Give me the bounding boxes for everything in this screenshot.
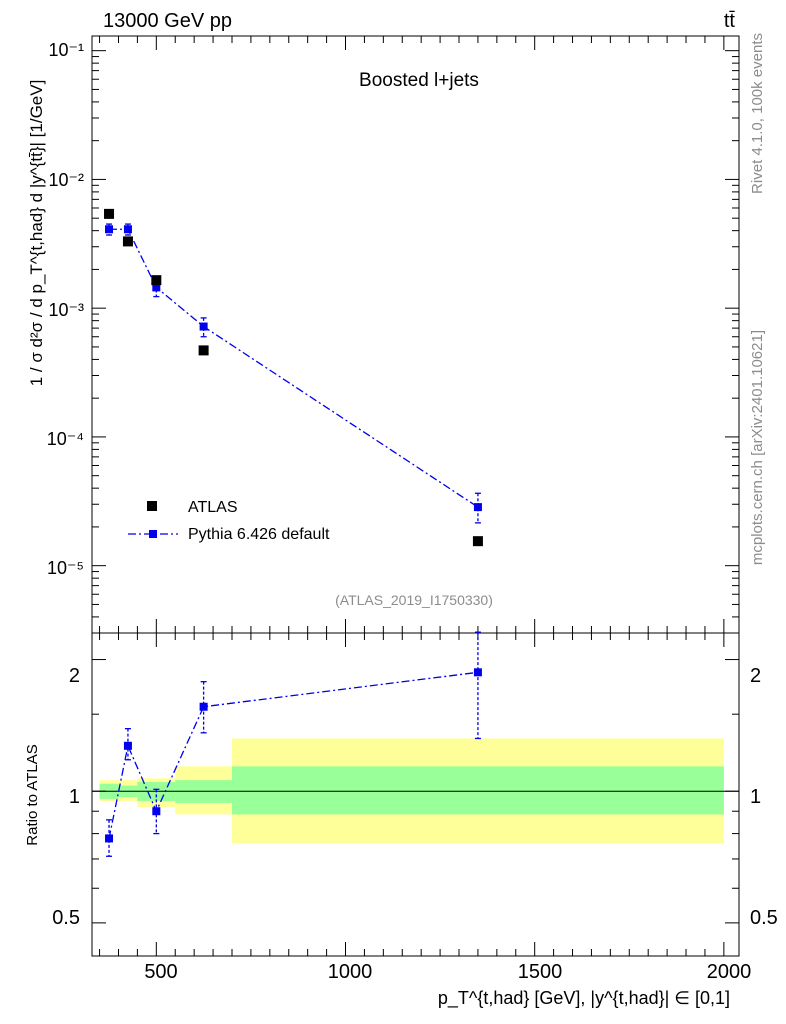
source-label: mcplots.cern.ch [arXiv:2401.10621]	[749, 330, 766, 565]
ratio-uncertainty-bands	[92, 738, 739, 844]
y-axis-title-main: 1 / σ d²σ / d p_T^{t,had} d |y^{tt̄}| [1…	[27, 80, 46, 387]
ratio-point	[123, 741, 132, 750]
atlas-point	[151, 275, 162, 286]
legend-atlas-label: ATLAS	[188, 499, 238, 516]
main-plot-data	[104, 208, 483, 547]
ratio-point	[152, 807, 161, 816]
x-tick-label-1000: 1000	[328, 961, 373, 983]
rivet-version-label: Rivet 4.1.0, 100k events	[749, 33, 766, 194]
legend-pythia-marker	[149, 530, 157, 538]
y-axis-title-ratio: Ratio to ATLAS	[24, 744, 41, 845]
ratio-tick-label-0.5: 0.5	[52, 907, 80, 929]
legend-atlas-marker	[147, 501, 157, 511]
pythia-point	[152, 283, 161, 292]
atlas-point	[472, 536, 483, 547]
main-tick-label-1e-2: 10⁻²	[48, 170, 84, 190]
x-axis-ticks	[99, 36, 725, 956]
atlas-point	[198, 345, 209, 356]
x-tick-label-1500: 1500	[518, 961, 563, 983]
process-label: tt̄	[724, 10, 736, 32]
atlas-point	[104, 208, 115, 219]
ratio-plot-data	[105, 631, 482, 857]
main-axis-ticks	[92, 50, 739, 634]
main-tick-label-1e-4: 10⁻⁴	[47, 429, 84, 449]
ratio-point	[105, 834, 114, 843]
analysis-title: Boosted l+jets	[359, 70, 479, 91]
legend-pythia-label: Pythia 6.426 default	[188, 526, 330, 543]
ratio-tick-label-1: 1	[69, 786, 80, 808]
x-axis-title: p_T^{t,had} [GeV], |y^{t,had}| ∈ [0,1]	[438, 988, 730, 1009]
x-tick-label-2000: 2000	[707, 961, 752, 983]
ratio-tick-label-0.5-right: 0.5	[750, 907, 778, 929]
ratio-tick-label-2: 2	[69, 665, 80, 687]
pythia-point	[199, 322, 208, 331]
ratio-band-inner	[231, 766, 724, 815]
ratio-tick-label-2-right: 2	[750, 665, 761, 687]
ratio-point	[473, 668, 482, 677]
ratio-point	[199, 702, 208, 711]
atlas-point	[122, 236, 133, 247]
analysis-id: (ATLAS_2019_I1750330)	[335, 592, 493, 608]
main-tick-label-1e-5: 10⁻⁵	[47, 558, 84, 578]
pythia-point	[473, 503, 482, 512]
ratio-axis-ticks	[92, 659, 739, 924]
main-plot-frame	[91, 35, 740, 634]
main-tick-label-1e-1: 10⁻¹	[48, 40, 84, 60]
x-tick-label-500: 500	[144, 961, 177, 983]
legend: ATLAS Pythia 6.426 default	[128, 499, 330, 543]
main-tick-label-1e-3: 10⁻³	[48, 300, 84, 320]
energy-label: 13000 GeV pp	[103, 10, 232, 32]
pythia-line	[109, 228, 479, 508]
pythia-point	[123, 225, 132, 234]
pythia-point	[105, 225, 114, 234]
ratio-tick-label-1-right: 1	[750, 786, 761, 808]
ratio-plot-frame	[91, 632, 740, 957]
